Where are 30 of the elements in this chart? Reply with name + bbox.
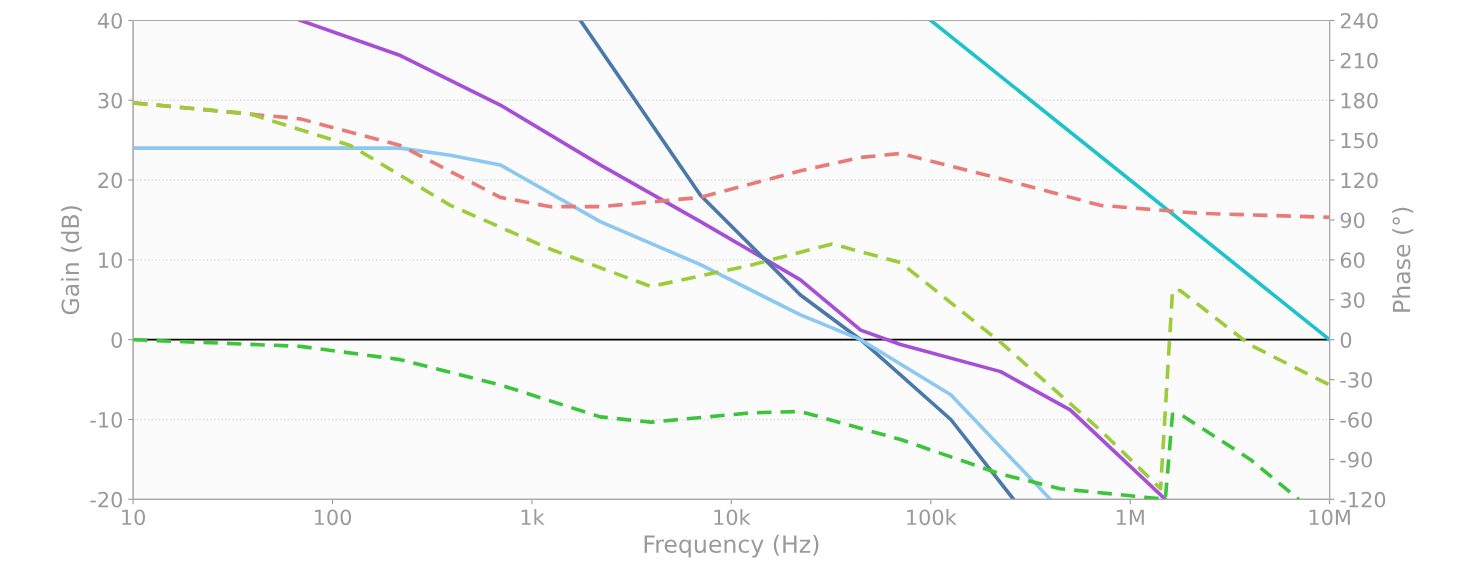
y2-axis-title: Phase (°) <box>1392 207 1414 312</box>
y2-tick-label: 60 <box>1340 252 1365 269</box>
x-tick-label: 10k <box>714 509 751 526</box>
y-axis-title: Gain (dB) <box>60 206 83 315</box>
x-tick-label: 1k <box>521 509 545 525</box>
x-tick-label: 10 <box>122 509 145 526</box>
y2-tick-label: 90 <box>1340 212 1365 229</box>
y-tick-label: -20 <box>90 491 123 508</box>
y2-tick-label: 180 <box>1341 92 1378 109</box>
y2-tick-label: 120 <box>1341 172 1378 189</box>
y2-tick-label: 0 <box>1340 332 1352 348</box>
y-tick-label: 10 <box>99 252 122 269</box>
x-axis-title: Frequency (Hz) <box>644 534 819 558</box>
y2-tick-label: 30 <box>1340 292 1365 308</box>
x-tick-label: 100 <box>314 509 352 526</box>
y-tick-label: 20 <box>98 172 122 189</box>
y2-tick-label: 210 <box>1340 52 1378 69</box>
y-tick-label: -10 <box>90 411 123 428</box>
y2-tick-label: -90 <box>1340 451 1372 468</box>
x-tick-label: 1M <box>1116 509 1144 525</box>
y2-tick-label: 240 <box>1340 12 1378 29</box>
y2-tick-label: 150 <box>1341 132 1378 149</box>
y2-tick-label: -120 <box>1340 491 1386 508</box>
x-tick-label: 100k <box>907 509 957 526</box>
y-tick-label: 0 <box>111 332 122 348</box>
y-tick-label: 40 <box>97 12 122 29</box>
y2-tick-label: -60 <box>1340 411 1372 428</box>
y-tick-label: 30 <box>98 92 122 109</box>
x-tick-label: 10M <box>1309 509 1350 526</box>
y2-tick-label: -30 <box>1340 372 1372 388</box>
